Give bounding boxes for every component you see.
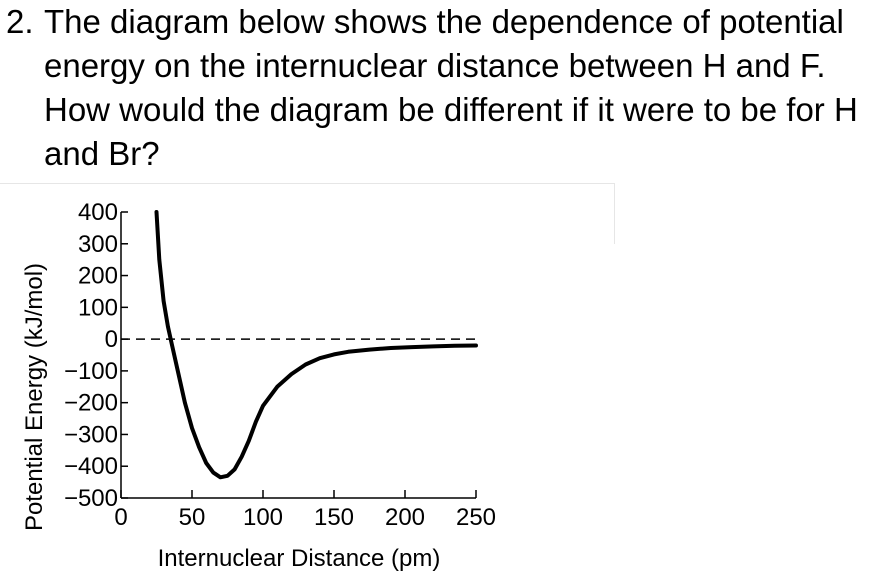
- y-tick-label: −300: [64, 421, 118, 448]
- x-axis-title: Internuclear Distance (pm): [158, 545, 441, 572]
- y-tick-label: 100: [78, 294, 118, 321]
- y-tick-label: 0: [105, 326, 118, 353]
- x-tick-label: 250: [456, 504, 496, 531]
- question-line-2: energy on the internuclear distance betw…: [44, 47, 826, 84]
- question-line-4: and Br?: [44, 135, 160, 172]
- y-tick-label: −400: [64, 453, 118, 480]
- x-tick-label: 50: [179, 504, 206, 531]
- y-axis-title: Potential Energy (kJ/mol): [21, 263, 48, 531]
- y-tick-label: −100: [64, 358, 118, 385]
- question-text: 2. The diagram below shows the dependenc…: [6, 0, 886, 176]
- question-line-3: How would the diagram be different if it…: [44, 91, 858, 128]
- y-tick-label: −200: [64, 390, 118, 417]
- y-tick-label: 200: [78, 263, 118, 290]
- y-tick-label: 300: [78, 231, 118, 258]
- y-tick-label: −500: [64, 485, 118, 512]
- plot-area: [121, 210, 478, 480]
- x-tick-label: 150: [314, 504, 354, 531]
- question-number: 2.: [6, 3, 34, 40]
- x-tick-label: 100: [243, 504, 283, 531]
- x-tick-label: 200: [385, 504, 425, 531]
- y-tick-label: 400: [78, 199, 118, 226]
- potential-energy-curve: [154, 210, 478, 480]
- x-tick-label: 0: [114, 504, 127, 531]
- axes: [120, 212, 476, 499]
- question-line-1: The diagram below shows the dependence o…: [44, 3, 844, 40]
